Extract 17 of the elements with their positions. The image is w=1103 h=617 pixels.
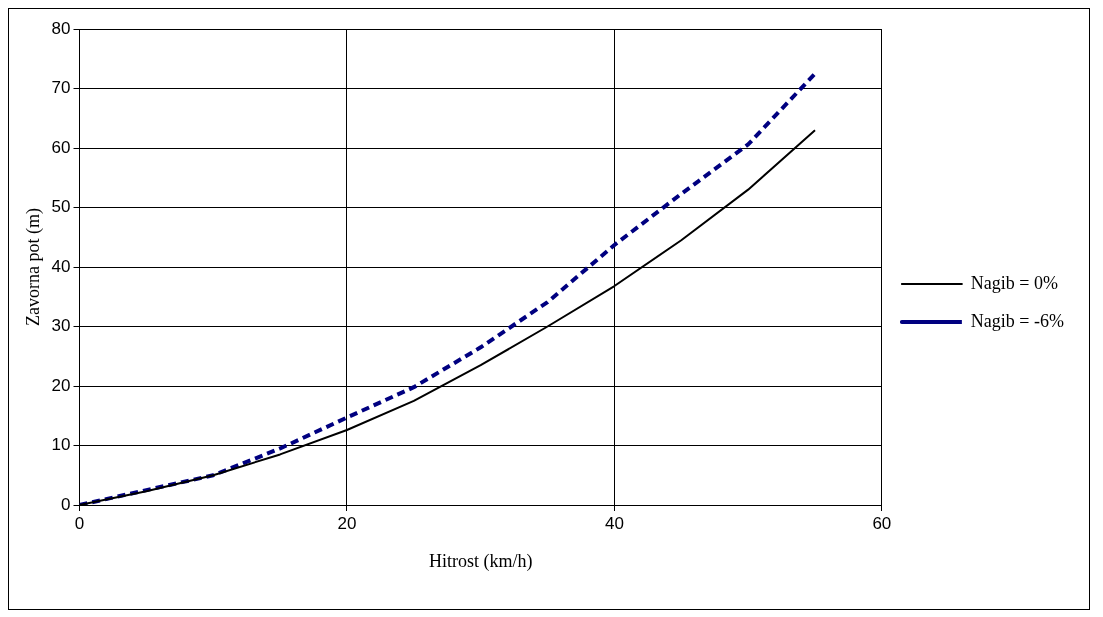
- y-tick-label: 10: [51, 435, 71, 455]
- x-tick-label: 0: [74, 513, 85, 533]
- y-axis-title: Zavorna pot (m): [22, 208, 44, 326]
- y-tick-label: 80: [51, 18, 71, 38]
- legend-label: Nagib = -6%: [970, 310, 1065, 331]
- y-tick-label: 0: [61, 494, 71, 514]
- y-tick-label: 30: [51, 316, 71, 336]
- legend-label: Nagib = 0%: [970, 272, 1059, 293]
- x-tick-label: 20: [337, 513, 357, 533]
- y-tick-label: 60: [51, 137, 71, 157]
- x-tick-label: 60: [872, 513, 892, 533]
- y-tick-label: 50: [51, 197, 71, 217]
- x-axis-title: Hitrost (km/h): [428, 550, 533, 572]
- y-tick-label: 40: [51, 256, 71, 276]
- y-tick-label: 20: [51, 375, 71, 395]
- x-tick-label: 40: [604, 513, 624, 533]
- y-tick-label: 70: [51, 78, 71, 98]
